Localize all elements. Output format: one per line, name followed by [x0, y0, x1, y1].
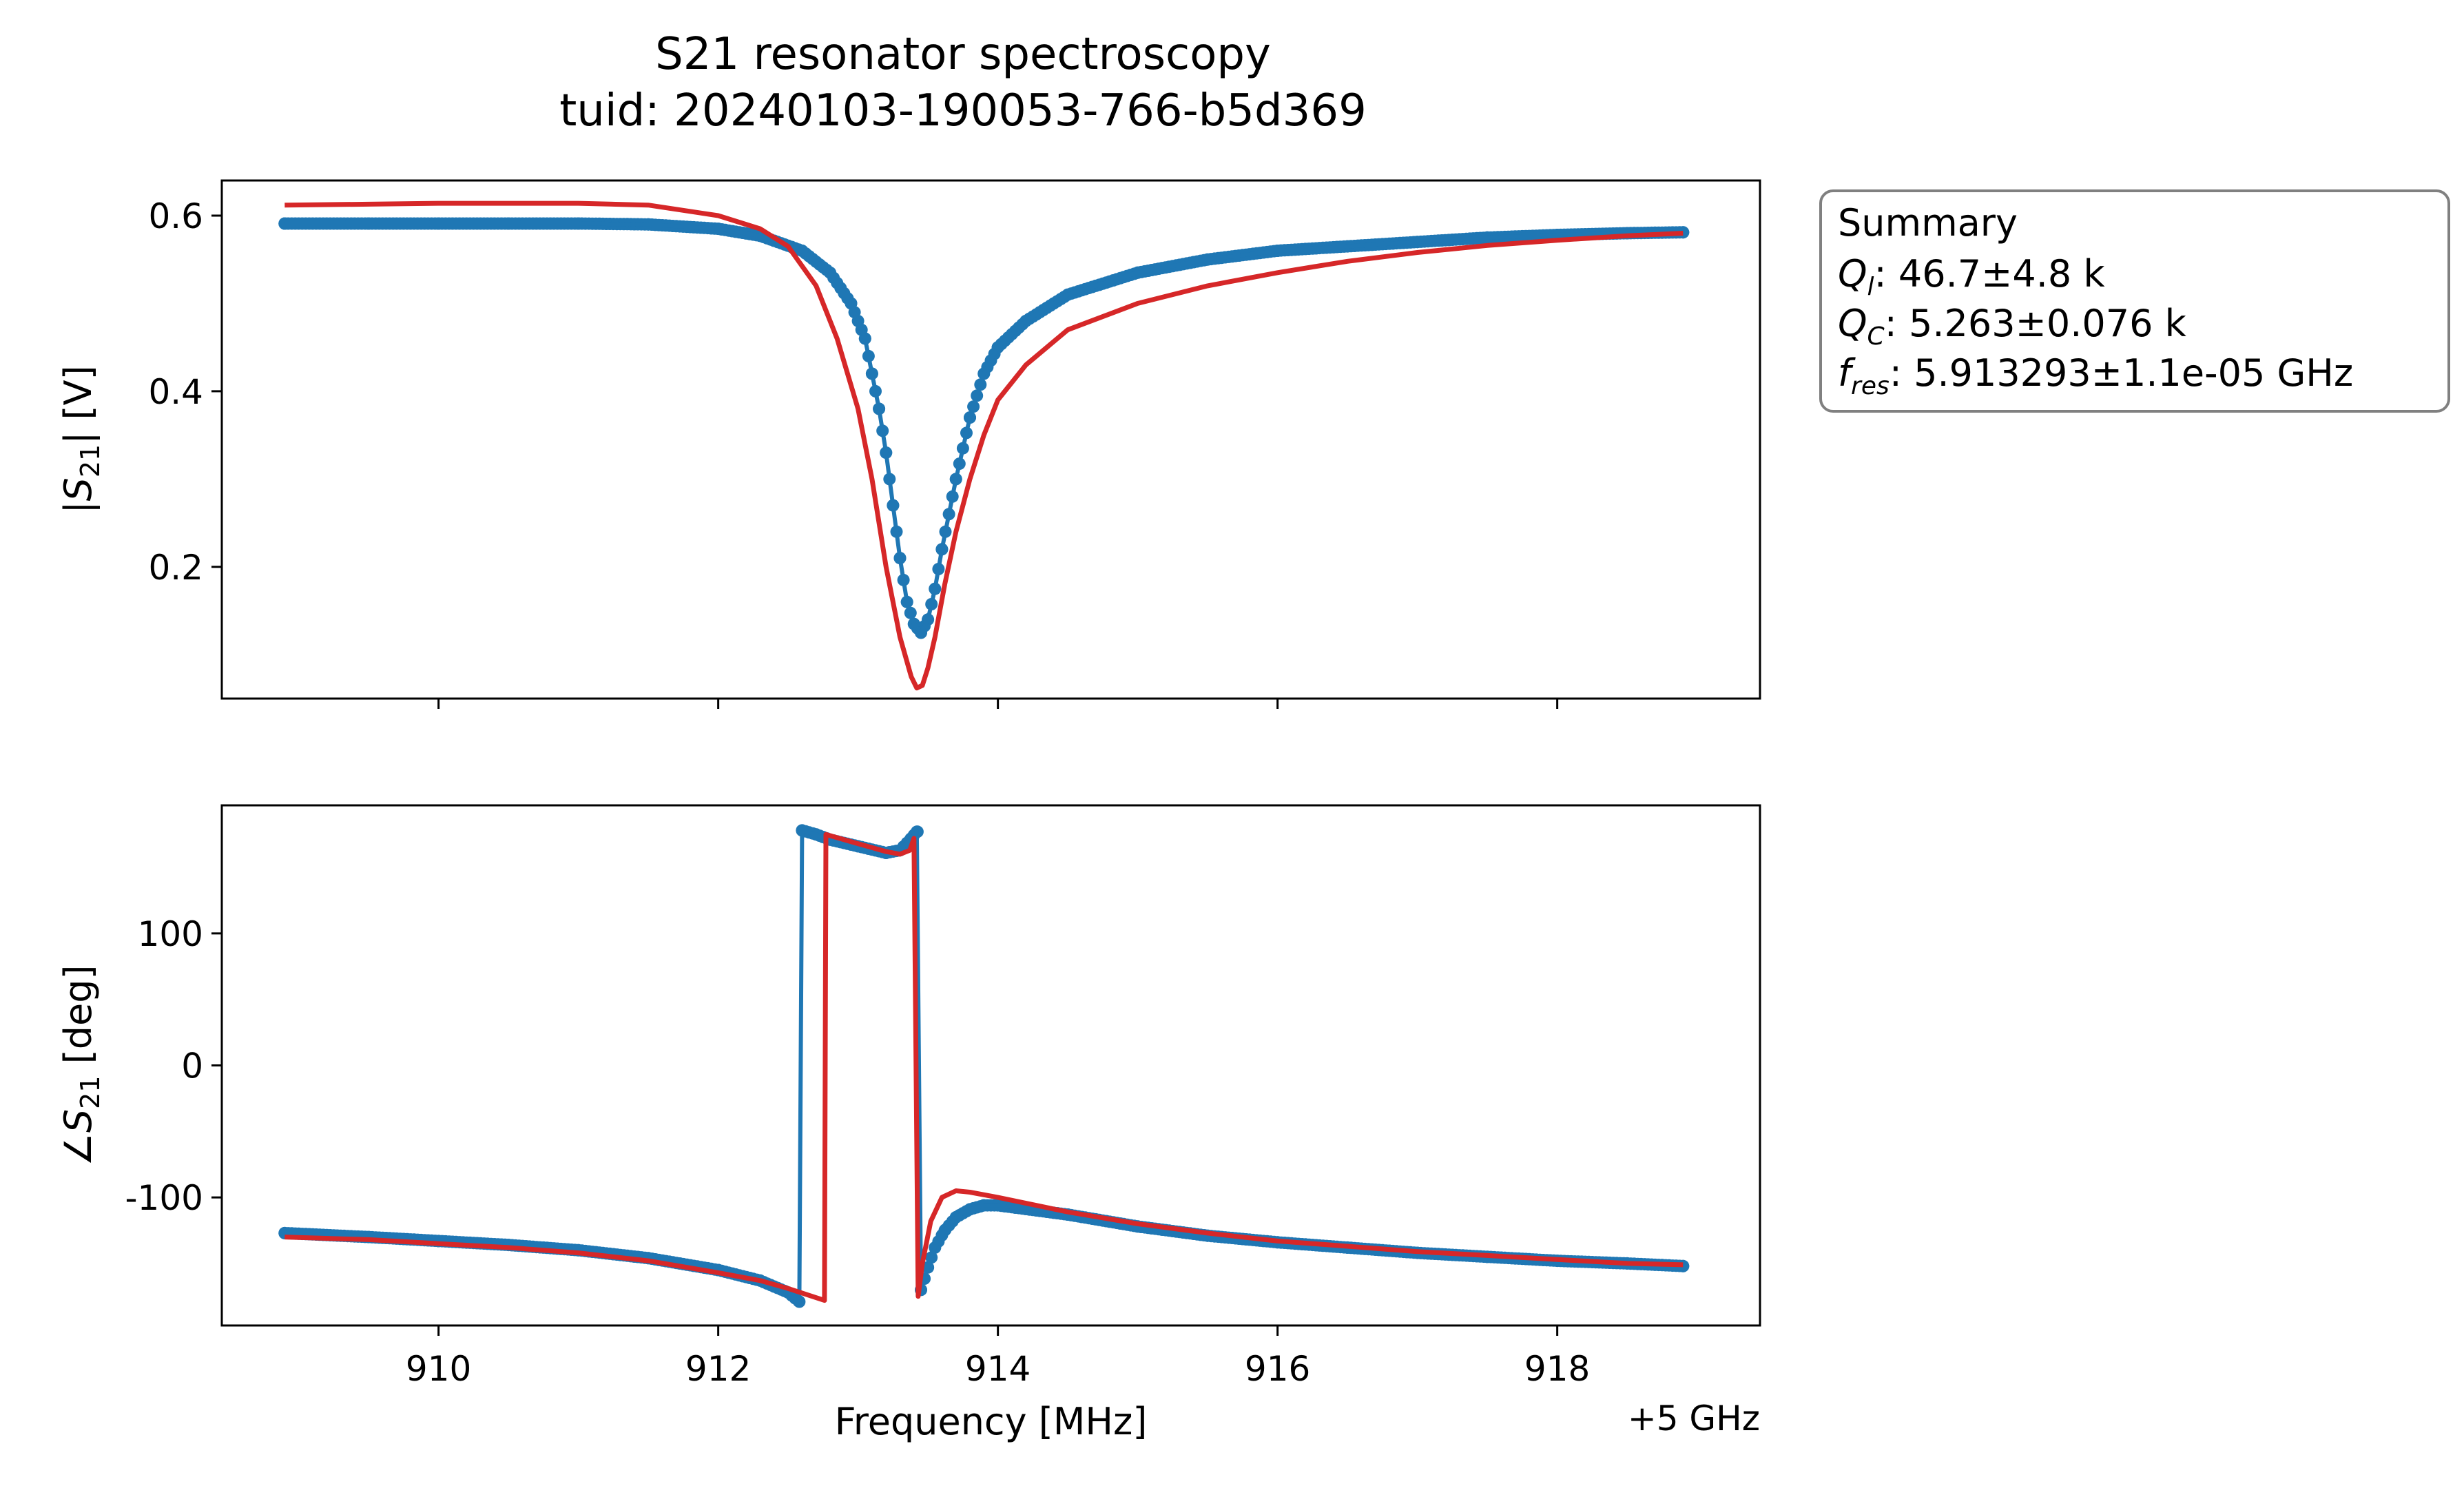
magnitude-panel: 0.2 0.4 0.6 |S21| [V] [56, 179, 1761, 709]
phase-y-tick-label: -100 [125, 1178, 203, 1218]
magnitude-y-tick-label: 0.4 [148, 372, 203, 412]
summary-box: Summary Ql: 46.7±4.8 k QC: 5.263±0.076 k… [1819, 189, 2450, 413]
chart-title: S21 resonator spectroscopy [655, 29, 1271, 80]
magnitude-fit-line [284, 200, 1684, 691]
magnitude-y-axis-label: |S21| [V] [56, 365, 105, 513]
phase-x-tick-label: 918 [1524, 1349, 1590, 1389]
phase-x-offset-label: +5 GHz [1628, 1399, 1760, 1438]
chart-subtitle: tuid: 20240103-190053-766-b5d369 [559, 85, 1367, 136]
summary-line-fres: fres: 5.913293±1.1e-05 GHz [1838, 351, 2353, 400]
phase-y-tick-label: 100 [138, 914, 203, 954]
phase-fit-line [284, 832, 1684, 1303]
magnitude-y-tick-label: 0.6 [148, 196, 203, 236]
summary-line-ql: Ql: 46.7±4.8 k [1838, 252, 2105, 301]
phase-y-axis-label: ∠S21 [deg] [56, 964, 105, 1166]
magnitude-axes-frame [220, 179, 1761, 700]
phase-y-tick-label: 0 [181, 1046, 203, 1086]
summary-heading: Summary [1838, 201, 2018, 245]
magnitude-y-tick-label: 0.2 [148, 548, 203, 588]
phase-x-tick-label: 916 [1245, 1349, 1310, 1389]
summary-box-frame [1819, 189, 2450, 413]
magnitude-data-line [284, 221, 1684, 635]
phase-plot-area [278, 824, 1690, 1308]
phase-x-axis-label: Frequency [MHz] [835, 1400, 1148, 1443]
phase-x-tick-label: 914 [965, 1349, 1031, 1389]
phase-x-tick-label: 912 [685, 1349, 751, 1389]
magnitude-plot-area [278, 200, 1690, 691]
phase-panel: 910 912 914 916 918 -100 0 100 ∠S21 [deg] Frequen… [56, 804, 1761, 1443]
summary-line-qc: QC: 5.263±0.076 k [1838, 302, 2187, 351]
phase-x-tick-label: 910 [406, 1349, 471, 1389]
